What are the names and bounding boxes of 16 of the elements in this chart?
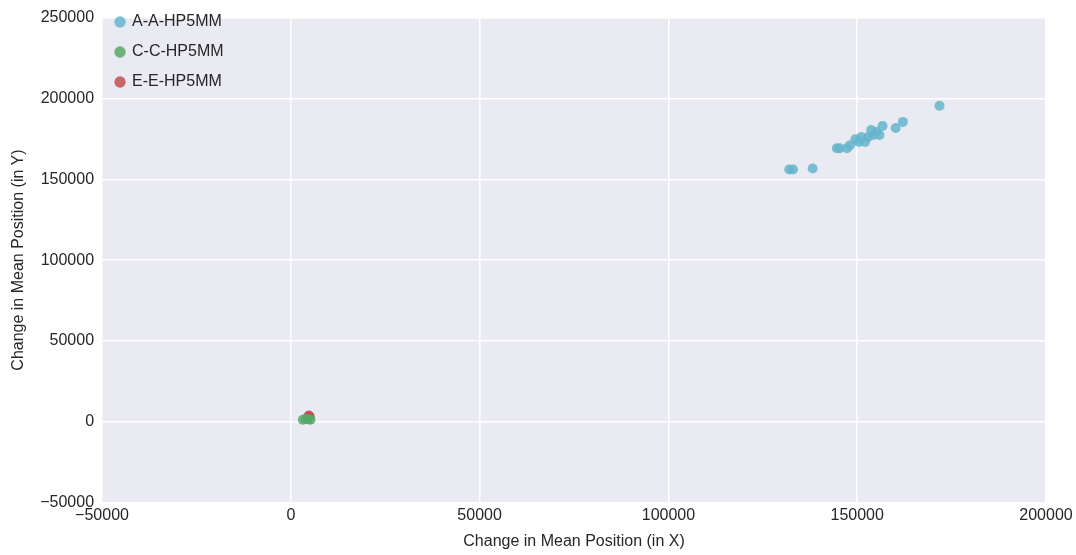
x-tick-label: 50000: [457, 505, 502, 523]
legend-label: C-C-HP5MM: [132, 42, 224, 60]
y-tick-label: 50000: [49, 331, 95, 349]
y-tick-label: 0: [85, 412, 95, 430]
legend-label: E-E-HP5MM: [132, 72, 222, 90]
x-tick-label: 0: [286, 505, 296, 523]
y-tick-label: 150000: [40, 169, 95, 187]
y-tick-label: 200000: [40, 88, 95, 106]
x-tick-label: 100000: [641, 505, 696, 523]
legend-label: A-A-HP5MM: [132, 12, 222, 30]
y-tick-label: 100000: [40, 250, 95, 268]
y-axis-title: Change in Mean Position (in Y): [9, 149, 27, 371]
x-tick-label: 150000: [830, 505, 884, 523]
y-tick-label: 250000: [40, 8, 95, 26]
x-axis-title: Change in Mean Position (in X): [463, 531, 685, 549]
x-tick-label: 200000: [1019, 505, 1073, 523]
